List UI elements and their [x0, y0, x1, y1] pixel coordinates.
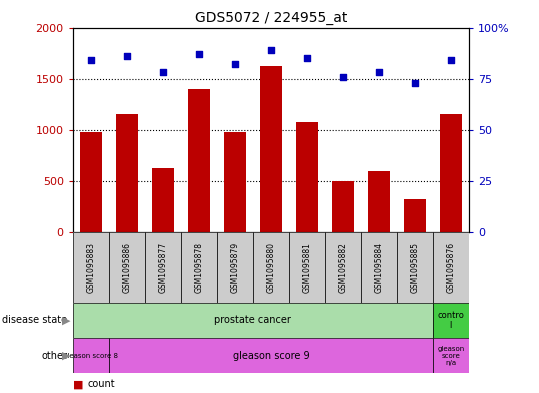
Bar: [433, 338, 469, 373]
Text: GSM1095879: GSM1095879: [230, 242, 239, 293]
Bar: [145, 232, 181, 303]
Text: GSM1095886: GSM1095886: [122, 242, 132, 293]
Text: prostate cancer: prostate cancer: [215, 315, 291, 325]
Text: gleason
score
n/a: gleason score n/a: [437, 346, 465, 365]
Bar: [361, 232, 397, 303]
Text: disease state: disease state: [2, 315, 67, 325]
Point: [86, 57, 95, 63]
Bar: [332, 181, 354, 232]
Point: [338, 73, 347, 80]
Bar: [253, 232, 289, 303]
Text: ▶: ▶: [61, 315, 70, 325]
Bar: [80, 132, 101, 232]
Bar: [224, 132, 246, 232]
Text: GSM1095883: GSM1095883: [86, 242, 95, 293]
Text: gleason score 9: gleason score 9: [232, 351, 309, 361]
Title: GDS5072 / 224955_at: GDS5072 / 224955_at: [195, 11, 347, 25]
Text: GSM1095882: GSM1095882: [338, 242, 347, 293]
Bar: [296, 122, 317, 232]
Text: GSM1095876: GSM1095876: [446, 242, 455, 293]
Bar: [397, 232, 433, 303]
Bar: [109, 338, 433, 373]
Point: [447, 57, 455, 63]
Text: GSM1095884: GSM1095884: [375, 242, 383, 293]
Bar: [325, 232, 361, 303]
Point: [231, 61, 239, 68]
Text: gleason score 8: gleason score 8: [63, 353, 118, 359]
Bar: [404, 198, 426, 232]
Bar: [433, 303, 469, 338]
Bar: [73, 338, 109, 373]
Bar: [152, 168, 174, 232]
Text: count: count: [88, 379, 115, 389]
Text: ▶: ▶: [61, 351, 70, 361]
Text: GSM1095880: GSM1095880: [266, 242, 275, 293]
Point: [122, 53, 131, 59]
Bar: [73, 232, 109, 303]
Point: [158, 69, 167, 75]
Bar: [433, 232, 469, 303]
Bar: [440, 114, 462, 232]
Bar: [289, 232, 325, 303]
Text: GSM1095878: GSM1095878: [195, 242, 203, 293]
Bar: [260, 66, 282, 232]
Bar: [116, 114, 137, 232]
Text: other: other: [42, 351, 67, 361]
Text: contro
l: contro l: [438, 310, 465, 330]
Bar: [368, 171, 390, 232]
Point: [302, 55, 311, 61]
Text: GSM1095877: GSM1095877: [158, 242, 167, 293]
Point: [195, 51, 203, 57]
Bar: [217, 232, 253, 303]
Bar: [181, 232, 217, 303]
Text: GSM1095885: GSM1095885: [410, 242, 419, 293]
Point: [411, 79, 419, 86]
Bar: [109, 232, 145, 303]
Point: [267, 47, 275, 53]
Bar: [188, 89, 210, 232]
Text: GSM1095881: GSM1095881: [302, 242, 312, 293]
Point: [375, 69, 383, 75]
Text: ■: ■: [73, 379, 83, 389]
